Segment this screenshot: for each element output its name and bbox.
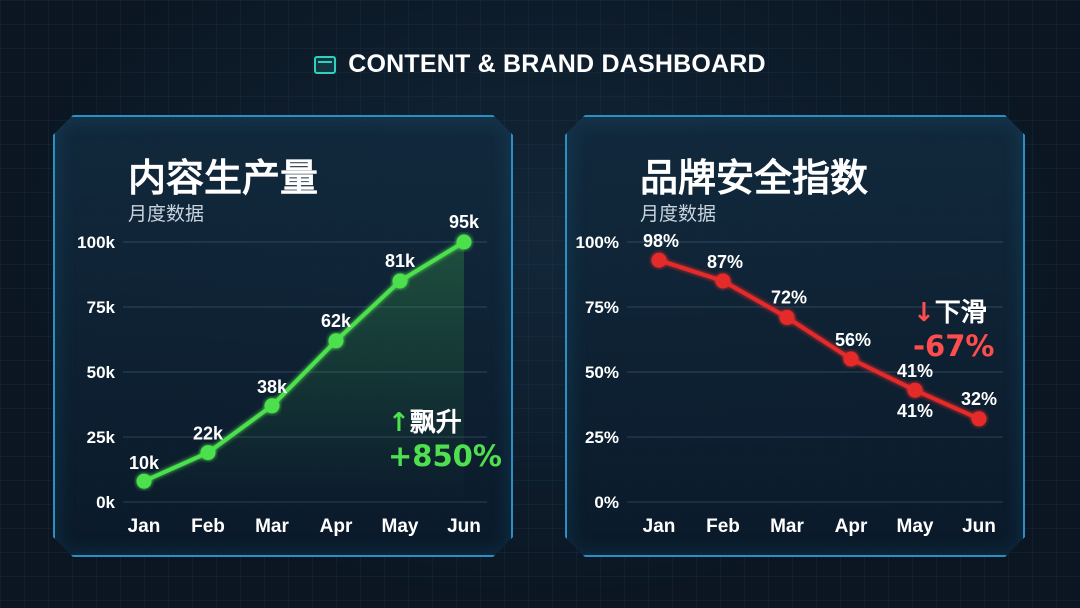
data-point xyxy=(393,274,407,288)
x-tick-label: May xyxy=(897,516,934,537)
x-tick-label: Apr xyxy=(835,516,868,537)
data-label: 98% xyxy=(643,231,679,251)
data-label: 22k xyxy=(193,424,224,444)
callout-value: +850% xyxy=(388,439,502,473)
data-label: 41% xyxy=(897,401,933,421)
x-tick-label: Apr xyxy=(320,516,353,537)
content-production-chart: 0k 25k 50k 75k 100k 10k 22k 38k 62k 81k 95k Jan Feb M… xyxy=(55,117,511,555)
data-point xyxy=(908,383,922,397)
content-production-panel: 内容生产量 月度数据 0k 25k 50k 75k 100k 10k 22k 38k 62k 81… xyxy=(53,115,513,557)
brand-safety-panel: 品牌安全指数 月度数据 0% 25% 50% 75% 100% 98% 87% 72% 56% 4… xyxy=(565,115,1025,557)
data-label: 72% xyxy=(771,287,807,307)
callout-value: -67% xyxy=(913,329,995,363)
x-tick-label: May xyxy=(382,516,419,537)
x-tick-label: Jan xyxy=(643,516,676,537)
data-label: 81k xyxy=(385,251,416,271)
y-tick-label: 0% xyxy=(594,493,619,512)
y-tick-label: 50% xyxy=(585,363,619,382)
data-point xyxy=(716,274,730,288)
data-label: 95k xyxy=(449,212,480,232)
x-tick-label: Jun xyxy=(447,516,481,537)
y-tick-label: 75% xyxy=(585,298,619,317)
panel-title: 内容生产量 xyxy=(128,156,319,200)
data-label: 87% xyxy=(707,252,743,272)
x-tick-label: Jun xyxy=(962,516,996,537)
panel-subtitle: 月度数据 xyxy=(640,203,717,225)
growth-callout: ↑飘升 +850% xyxy=(388,402,502,473)
x-tick-label: Feb xyxy=(706,516,740,537)
data-label: 38k xyxy=(257,377,288,397)
y-tick-label: 100% xyxy=(576,233,619,252)
y-tick-label: 25% xyxy=(585,428,619,447)
data-point xyxy=(972,412,986,426)
data-point xyxy=(137,474,151,488)
x-tick-label: Feb xyxy=(191,516,225,537)
dashboard-title: CONTENT & BRAND DASHBOARD xyxy=(348,50,766,78)
data-label: 41% xyxy=(897,361,933,381)
dashboard-header: CONTENT & BRAND DASHBOARD xyxy=(0,50,1080,79)
data-point xyxy=(780,310,794,324)
panel-subtitle: 月度数据 xyxy=(128,203,205,225)
data-label: 56% xyxy=(835,330,871,350)
panel-title: 品牌安全指数 xyxy=(640,156,869,200)
brand-safety-chart: 0% 25% 50% 75% 100% 98% 87% 72% 56% 41% 32% 41% Jan F… xyxy=(567,117,1023,555)
data-label: 62k xyxy=(321,311,352,331)
x-tick-label: Mar xyxy=(770,516,804,537)
arrow-down-icon: ↓ xyxy=(913,298,935,328)
series-line xyxy=(659,260,979,419)
data-point xyxy=(265,399,279,413)
y-tick-label: 25k xyxy=(87,428,116,447)
area-fill xyxy=(144,242,464,502)
data-point xyxy=(201,446,215,460)
data-point xyxy=(844,352,858,366)
data-point xyxy=(329,334,343,348)
data-label: 32% xyxy=(961,389,997,409)
monitor-icon xyxy=(314,55,337,74)
arrow-up-icon: ↑ xyxy=(388,408,410,438)
series-line xyxy=(144,242,464,481)
callout-text: 飘升 xyxy=(409,408,462,438)
data-label: 10k xyxy=(129,453,160,473)
x-tick-label: Jan xyxy=(128,516,161,537)
y-tick-label: 75k xyxy=(87,298,116,317)
decline-callout: ↓下滑 -67% xyxy=(913,292,994,363)
x-tick-label: Mar xyxy=(255,516,289,537)
callout-text: 下滑 xyxy=(934,298,987,328)
y-tick-label: 0k xyxy=(96,493,115,512)
y-tick-label: 100k xyxy=(77,233,115,252)
data-point xyxy=(457,235,471,249)
y-tick-label: 50k xyxy=(87,363,116,382)
data-point xyxy=(652,253,666,267)
